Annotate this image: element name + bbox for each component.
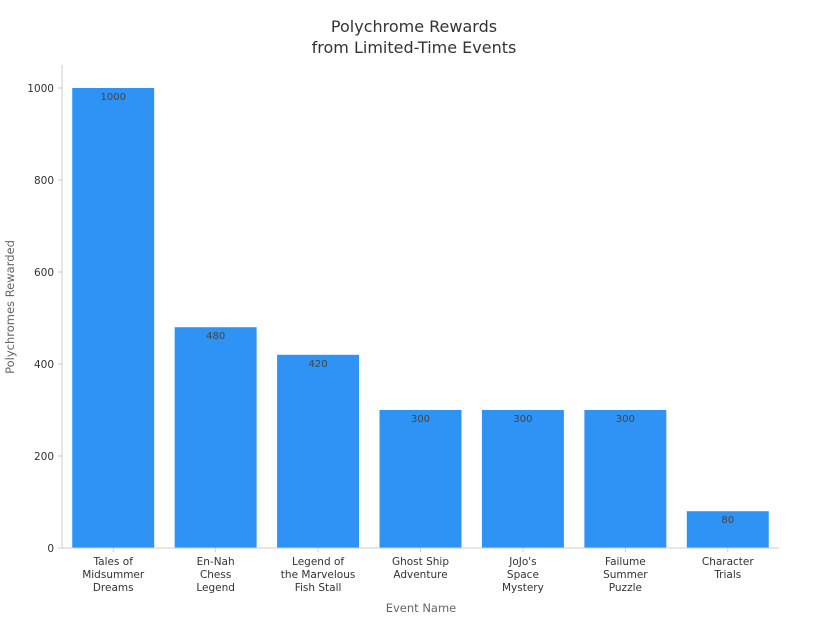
- x-tick-label: Ghost Ship Adventure: [392, 556, 449, 581]
- x-tick-label-line: Summer: [603, 569, 648, 581]
- x-tick-label-line: Mystery: [502, 582, 544, 594]
- bar-value-label: 480: [206, 331, 225, 342]
- x-tick-label-line: Midsummer: [82, 569, 145, 581]
- x-tick-label-line: Adventure: [393, 569, 447, 581]
- x-tick-label-line: Chess: [200, 569, 231, 581]
- bar: [584, 410, 667, 548]
- x-tick-label-line: Dreams: [93, 582, 134, 594]
- chart-title-line-2: from Limited-Time Events: [312, 38, 517, 57]
- bar: [72, 88, 155, 548]
- x-tick-label: En-Nah Chess Legend: [196, 556, 235, 594]
- y-tick-label: 0: [47, 543, 54, 555]
- bar: [379, 410, 462, 548]
- x-tick-label-line: Space: [507, 569, 539, 581]
- x-tick-label: Tales of Midsummer Dreams: [82, 556, 145, 594]
- x-tick-label: Character Trials: [702, 556, 755, 581]
- bar: [481, 410, 564, 548]
- x-tick-label-line: Character: [702, 556, 755, 568]
- bar-value-label: 420: [309, 359, 328, 370]
- y-tick-label: 400: [34, 359, 54, 371]
- x-tick-label: JoJo's Space Mystery: [502, 556, 544, 594]
- x-tick-label-line: Puzzle: [609, 582, 642, 594]
- x-tick-label-line: Tales of: [93, 556, 134, 568]
- x-tick-label-line: Trials: [713, 569, 741, 581]
- x-tick-label-line: JoJo's: [508, 556, 536, 568]
- bar: [277, 354, 360, 548]
- bar: [174, 327, 257, 548]
- plot-area: 1000 480 420 300 300 300 80: [72, 88, 769, 548]
- x-tick-label-line: Ghost Ship: [392, 556, 449, 568]
- x-tick-label-line: Failume: [605, 556, 646, 568]
- x-tick-label: Failume Summer Puzzle: [603, 556, 648, 594]
- y-tick-label: 200: [34, 451, 54, 463]
- y-tick-label: 1000: [27, 83, 54, 95]
- x-tick-label-line: Legend of: [292, 556, 344, 568]
- bar-value-label: 1000: [100, 92, 125, 103]
- bar-value-label: 300: [411, 414, 430, 425]
- chart-title-line-1: Polychrome Rewards: [331, 17, 497, 36]
- bar: [686, 511, 769, 548]
- x-tick-label-line: Legend: [196, 582, 235, 594]
- x-tick-label: Legend of the Marvelous Fish Stall: [281, 556, 356, 594]
- bar-value-label: 300: [616, 414, 635, 425]
- y-tick-label: 600: [34, 267, 54, 279]
- bar-value-label: 80: [721, 515, 734, 526]
- bar-value-label: 300: [513, 414, 532, 425]
- x-tick-label-line: the Marvelous: [281, 569, 356, 581]
- y-axis-label: Polychromes Rewarded: [3, 240, 17, 374]
- x-tick-label-line: Fish Stall: [295, 582, 342, 594]
- y-tick-label: 800: [34, 175, 54, 187]
- x-tick-label-line: En-Nah: [197, 556, 235, 568]
- x-axis-label: Event Name: [386, 601, 457, 615]
